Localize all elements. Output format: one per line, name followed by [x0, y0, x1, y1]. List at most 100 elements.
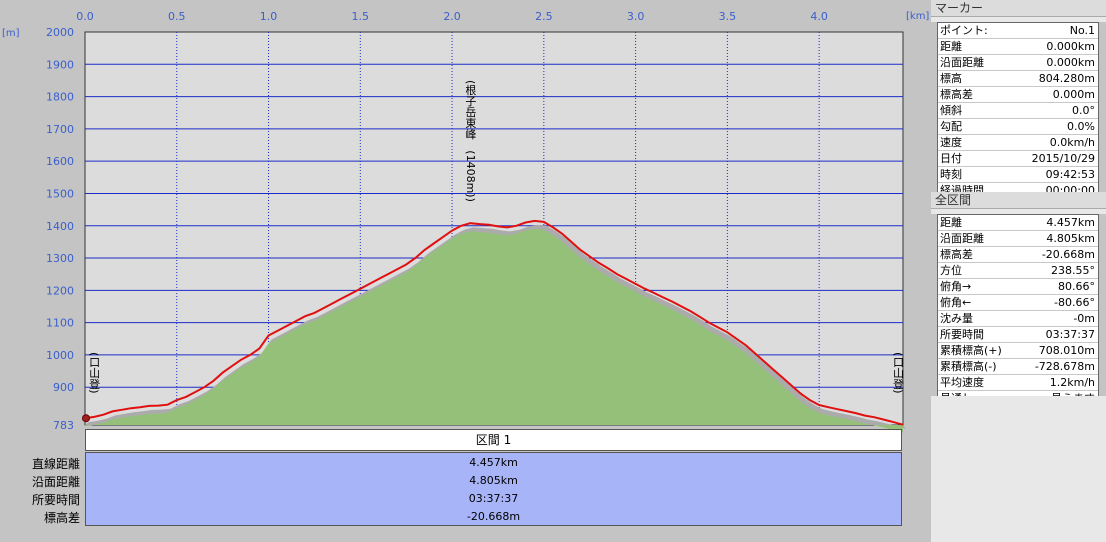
panel-row-key: 俯角← — [940, 296, 972, 309]
trailhead-annotation: (口山登) — [88, 352, 101, 394]
x-tick-label: 0.5 — [168, 10, 186, 23]
panel-row-key: 傾斜 — [940, 104, 962, 117]
panel-row-key: 沈み量 — [940, 312, 973, 325]
panel-row-value: 0.0km/h — [1049, 136, 1095, 149]
panel-row: 沿面距離 4.805km — [938, 231, 1098, 247]
y-tick-label: 1700 — [46, 123, 74, 136]
panel-row: 距離 0.000km — [938, 39, 1098, 55]
panel-row-key: 俯角→ — [940, 280, 972, 293]
panel-row-key: 標高差 — [940, 88, 973, 101]
y-tick-label: 1300 — [46, 252, 74, 265]
panel-row: 標高 804.280m — [938, 71, 1098, 87]
y-tick-label: 1900 — [46, 58, 74, 71]
panel-row-value: 0.000m — [1052, 88, 1095, 101]
panel-row-value: 0.0% — [1067, 120, 1095, 133]
panel-row: 速度 0.0km/h — [938, 135, 1098, 151]
y-tick-label: 1500 — [46, 187, 74, 200]
panel-row-value: 804.280m — [1038, 72, 1095, 85]
panel-row-key: 時刻 — [940, 168, 962, 181]
total-panel-table: 距離 4.457km 沿面距離 4.805km 標高差 -20.668m 方位 238.55°… — [937, 214, 1099, 407]
panel-row: ポイント: No.1 — [938, 23, 1098, 39]
x-tick-label: 2.5 — [535, 10, 553, 23]
panel-row-value: 4.457km — [1046, 216, 1095, 229]
panel-row-value: 2015/10/29 — [1031, 152, 1095, 165]
start-marker[interactable] — [82, 414, 90, 423]
x-tick-label: 2.0 — [443, 10, 461, 23]
panel-row-value: -728.678m — [1034, 360, 1095, 373]
section-header[interactable]: 区間 1 — [85, 429, 902, 451]
section-row-label: 標高差 — [43, 511, 80, 525]
panel-row: 標高差 0.000m — [938, 87, 1098, 103]
panel-row-key: 方位 — [940, 264, 962, 277]
panel-row-key: 距離 — [940, 216, 962, 229]
y-tick-label: 1200 — [46, 284, 74, 297]
panel-row-key: ポイント: — [940, 24, 988, 37]
panel-row-key: 沿面距離 — [940, 232, 984, 245]
panel-row: 俯角← -80.66° — [938, 295, 1098, 311]
panel-row-key: 距離 — [940, 40, 962, 53]
panel-row-key: 勾配 — [940, 120, 962, 133]
panel-row-value: -20.668m — [1041, 248, 1095, 261]
x-tick-label: 3.0 — [627, 10, 645, 23]
section-row-value: 4.805km — [469, 474, 518, 487]
peak-annotation: (根子岳東峰 (1408m)) — [464, 80, 477, 202]
panel-row: 標高差 -20.668m — [938, 247, 1098, 263]
section-row-label: 沿面距離 — [31, 475, 80, 489]
panel-row-key: 速度 — [940, 136, 962, 149]
y-tick-label: 900 — [53, 381, 74, 394]
panel-row: 方位 238.55° — [938, 263, 1098, 279]
panel-row-key: 所要時間 — [940, 328, 984, 341]
marker-panel-title: マーカー — [931, 0, 1106, 17]
section-row-value: 03:37:37 — [468, 492, 519, 505]
marker-panel-table: ポイント: No.1 距離 0.000km 沿面距離 0.000km 標高 804.280m 標… — [937, 22, 1099, 199]
total-panel-title: 全区間 — [931, 192, 1106, 209]
panel-row-value: 0.000km — [1046, 40, 1095, 53]
panel-row-value: 1.2km/h — [1049, 376, 1095, 389]
section-body — [85, 452, 902, 526]
panel-row-value: 09:42:53 — [1045, 168, 1095, 181]
panel-row-key: 標高 — [940, 72, 962, 85]
panel-row: 累積標高(-) -728.678m — [938, 359, 1098, 375]
y-tick-label: 1400 — [46, 220, 74, 233]
elevation-area — [85, 228, 903, 433]
panel-row-key: 標高差 — [940, 248, 973, 261]
panel-row: 平均速度 1.2km/h — [938, 375, 1098, 391]
x-tick-label: 3.5 — [719, 10, 737, 23]
panel-row-value: 238.55° — [1051, 264, 1095, 277]
x-tick-label: 1.0 — [260, 10, 278, 23]
panel-row-value: -80.66° — [1054, 296, 1095, 309]
panel-row: 沈み量 -0m — [938, 311, 1098, 327]
panel-row: 距離 4.457km — [938, 215, 1098, 231]
panel-row: 時刻 09:42:53 — [938, 167, 1098, 183]
panel-row: 傾斜 0.0° — [938, 103, 1098, 119]
panel-row-value: 0.0° — [1072, 104, 1095, 117]
panel-row: 勾配 0.0% — [938, 119, 1098, 135]
panel-row: 所要時間 03:37:37 — [938, 327, 1098, 343]
x-tick-label: 1.5 — [352, 10, 370, 23]
panel-row: 沿面距離 0.000km — [938, 55, 1098, 71]
y-tick-label: 783 — [53, 419, 74, 432]
y-tick-label: 1000 — [46, 349, 74, 362]
y-tick-label: 1600 — [46, 155, 74, 168]
panel-row-key: 累積標高(-) — [940, 360, 997, 373]
y-unit-label: [m] — [2, 28, 20, 39]
y-tick-label: 1800 — [46, 91, 74, 104]
x-unit-label: [km] — [906, 11, 929, 22]
y-tick-label: 1100 — [46, 317, 74, 330]
panel-row-value: 80.66° — [1058, 280, 1095, 293]
panel-row-key: 日付 — [940, 152, 962, 165]
panel-row-key: 平均速度 — [940, 376, 984, 389]
panel-row-value: 4.805km — [1046, 232, 1095, 245]
panel-row-value: 0.000km — [1046, 56, 1095, 69]
panel-row: 日付 2015/10/29 — [938, 151, 1098, 167]
y-tick-label: 2000 — [46, 26, 74, 39]
section-row-label: 直線距離 — [31, 457, 80, 471]
panel-row-value: 03:37:37 — [1045, 328, 1095, 341]
section-row-value: 4.457km — [469, 456, 518, 469]
panel-row: 累積標高(+) 708.010m — [938, 343, 1098, 359]
panel-row: 俯角→ 80.66° — [938, 279, 1098, 295]
panel-row-value: No.1 — [1069, 24, 1095, 37]
panel-row-key: 沿面距離 — [940, 56, 984, 69]
section-row-value: -20.668m — [466, 510, 521, 523]
panel-row-key: 累積標高(+) — [940, 344, 1002, 357]
